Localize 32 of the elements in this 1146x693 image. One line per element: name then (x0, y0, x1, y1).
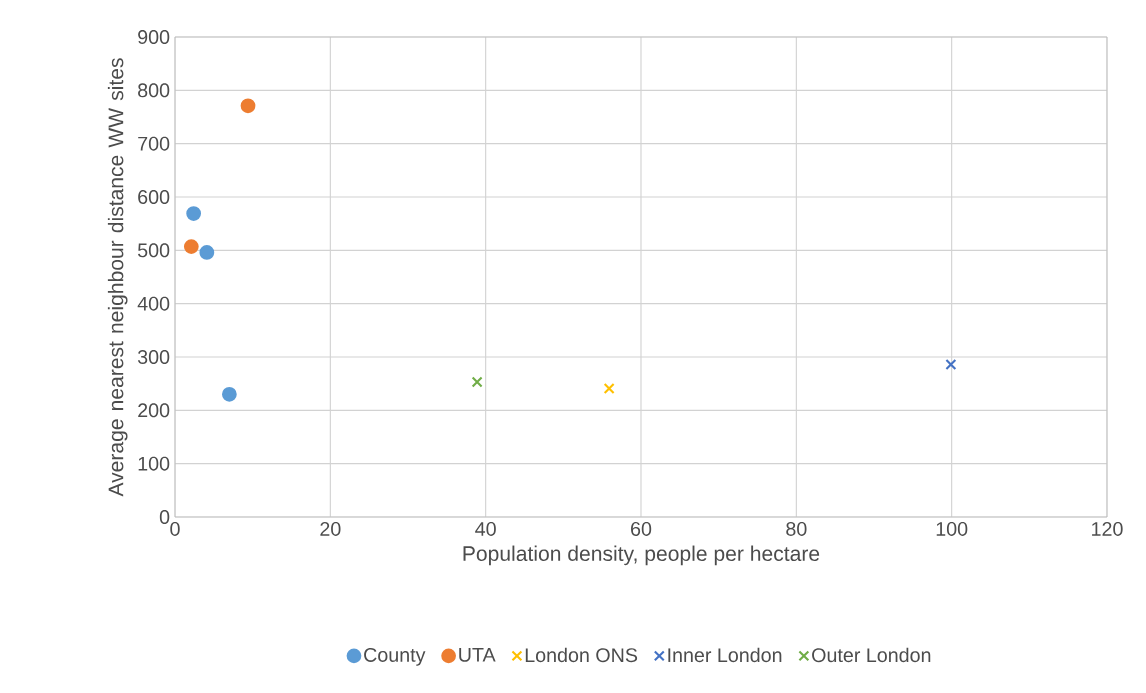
point (240, 98, 256, 114)
x-axis-title: Population density, people per hectare (463, 545, 820, 566)
point (199, 245, 215, 260)
y-tick-label: 500 (137, 243, 170, 258)
y-tick-label: 0 (159, 510, 170, 524)
legend-label: Outer London (812, 647, 931, 663)
legend-label: County (364, 647, 426, 666)
point (471, 376, 483, 388)
y-tick-label: 800 (138, 83, 170, 98)
y-tick-label: 900 (138, 30, 170, 44)
legend-label: Inner London (668, 647, 782, 663)
point (945, 358, 957, 370)
y-tick-label: 700 (138, 136, 170, 151)
y-tick-label: 100 (138, 456, 170, 471)
x-tick-label: 100 (936, 521, 968, 536)
point (603, 382, 615, 394)
y-tick-label: 200 (138, 403, 170, 418)
point (221, 386, 237, 402)
x-tick-label: 60 (631, 521, 652, 536)
y-axis-title: Average nearest neighbour distance WW sites (107, 58, 128, 497)
legend-label: London ONS (525, 647, 638, 663)
y-tick-label: 400 (137, 296, 170, 311)
y-tick-label: 600 (138, 190, 170, 204)
point (183, 239, 199, 254)
x-tick-label: 80 (786, 521, 807, 536)
y-tick-label: 300 (137, 350, 170, 364)
x-tick-label: 120 (1092, 521, 1123, 536)
x-tick-label: 40 (475, 521, 496, 536)
legend-label: UTA (459, 648, 496, 662)
x-tick-label: 0 (170, 521, 180, 536)
x-tick-label: 20 (320, 521, 341, 536)
point (186, 206, 202, 221)
